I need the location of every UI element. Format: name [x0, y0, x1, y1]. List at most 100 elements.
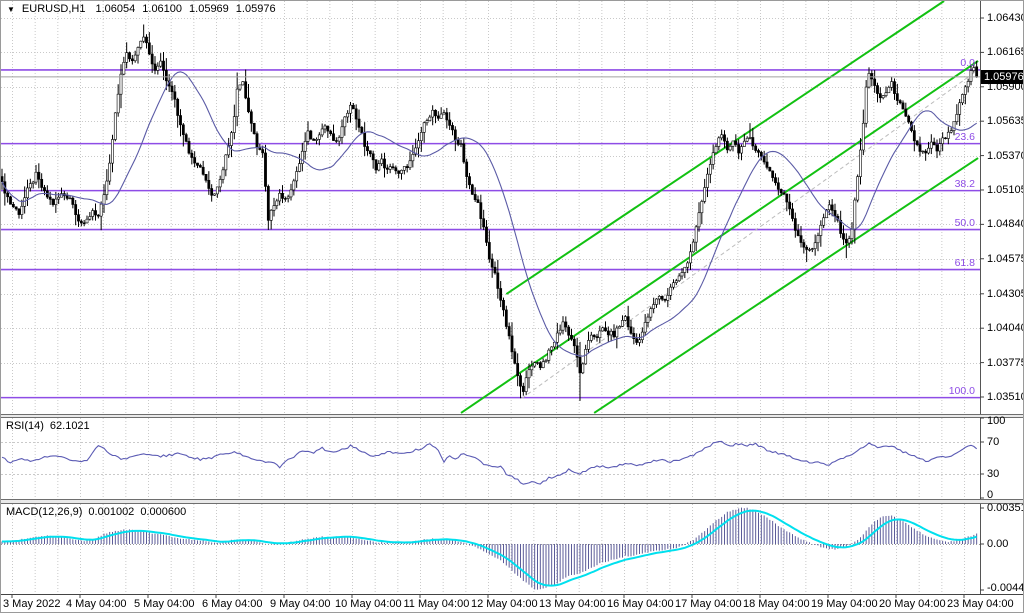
candle-body [136, 47, 140, 56]
main-chart-panel[interactable] [1, 1, 980, 414]
candle-body [881, 95, 885, 99]
candle-body [278, 192, 282, 202]
candle-body [292, 180, 296, 191]
candle-body [774, 177, 777, 184]
candle-body [11, 204, 15, 208]
candle-body [861, 122, 865, 151]
symbol-dropdown-icon[interactable]: ▼ [7, 4, 15, 14]
ohlc-high: 1.06100 [142, 3, 183, 15]
time-axis-label[interactable]: 11 May 04:00 [403, 598, 470, 610]
candle-body [111, 139, 114, 164]
candle-body [912, 130, 916, 142]
candle-body [187, 141, 191, 154]
panel-separator[interactable] [1, 414, 1024, 418]
time-axis-label[interactable]: 5 May 04:00 [134, 598, 195, 610]
candle-body [337, 137, 341, 142]
candle-body [88, 216, 92, 220]
candle-body [680, 272, 684, 277]
price-axis-label[interactable]: 1.03510 [987, 390, 1024, 403]
macd-value-signal: 0.000600 [140, 506, 187, 518]
panel-separator[interactable] [1, 499, 1024, 504]
candle-body [419, 132, 423, 142]
time-axis-label[interactable]: 12 May 04:00 [471, 598, 538, 610]
candle-body [918, 144, 922, 152]
time-axis-label[interactable]: 17 May 04:00 [675, 598, 742, 610]
price-axis-label[interactable]: 1.04575 [987, 252, 1024, 265]
macd-axis-label[interactable]: 0.003513 [987, 502, 1023, 514]
price-axis-label[interactable]: 1.06430 [987, 12, 1024, 24]
price-axis-label[interactable]: 1.04040 [987, 322, 1024, 335]
candle-body [833, 210, 837, 217]
candle-body [703, 187, 707, 202]
candle-body [218, 179, 222, 188]
candle-body [139, 40, 143, 48]
price-axis-label[interactable]: 1.05370 [987, 149, 1024, 162]
macd-axis-label[interactable]: -0.00449 [987, 582, 1024, 594]
candle-body [439, 113, 443, 119]
macd-histogram [1, 507, 978, 590]
candle-body [516, 363, 520, 376]
candle-body [776, 182, 780, 190]
rsi-axis-label[interactable]: 100 [987, 415, 1006, 427]
macd-label: MACD(12,26,9) 0.001002 0.000600 [6, 506, 186, 518]
candle-body [397, 170, 401, 174]
candle-body [796, 230, 800, 236]
candle-body [536, 362, 539, 364]
rsi-panel[interactable] [1, 418, 980, 499]
price-axis-label[interactable]: 1.06165 [987, 46, 1024, 59]
candle-body [893, 81, 896, 94]
candle-body [309, 130, 313, 140]
price-axis-label[interactable]: 1.04305 [987, 287, 1024, 300]
candle-body [133, 54, 137, 62]
candle-body [822, 217, 826, 226]
candle-body [252, 122, 256, 134]
time-axis-label[interactable]: 6 May 04:00 [202, 598, 263, 610]
time-axis-label[interactable]: 13 May 04:00 [539, 598, 606, 610]
candle-body [762, 155, 766, 163]
time-axis-label[interactable]: 20 May 04:00 [879, 598, 946, 610]
candle-body [306, 130, 310, 142]
candle-body [388, 166, 392, 170]
price-axis-label[interactable]: 1.04840 [987, 218, 1024, 231]
price-axis-label[interactable]: 1.05105 [987, 183, 1024, 196]
candle-body [572, 338, 576, 347]
candle-body [581, 363, 585, 374]
candle-body [473, 194, 477, 200]
time-axis-label[interactable]: 23 May 04:00 [947, 598, 1014, 610]
candle-body [669, 286, 673, 296]
candle-body [122, 62, 126, 75]
time-axis-label[interactable]: 16 May 04:00 [607, 598, 674, 610]
time-axis-label[interactable]: 19 May 04:00 [811, 598, 878, 610]
candle-body [269, 209, 273, 221]
candle-body [244, 81, 248, 99]
candle-body [145, 36, 148, 44]
candle-body [102, 194, 106, 205]
candle-body [765, 161, 769, 168]
channel-trendline [505, 1, 945, 295]
rsi-axis-label[interactable]: 0 [987, 489, 994, 501]
candle-body [575, 345, 579, 358]
macd-panel[interactable] [1, 504, 980, 594]
rsi-axis-label[interactable]: 70 [987, 436, 1000, 448]
rsi-axis-label[interactable]: 30 [987, 468, 1000, 480]
time-axis-label[interactable]: 18 May 04:00 [743, 598, 810, 610]
candle-body [408, 160, 412, 168]
candle-body [782, 192, 786, 195]
candle-body [969, 70, 973, 82]
macd-axis-label[interactable]: 0.00 [987, 538, 1009, 550]
price-axis-label[interactable]: 1.05635 [987, 115, 1024, 128]
candle-body [221, 169, 225, 180]
candle-body [700, 201, 704, 214]
candle-body [94, 210, 97, 216]
candle-body [802, 242, 806, 248]
candle-body [720, 134, 724, 139]
time-axis-label[interactable]: 9 May 04:00 [270, 598, 331, 610]
time-axis-label[interactable]: 4 May 04:00 [66, 598, 127, 610]
price-axis-label[interactable]: 1.03775 [987, 356, 1024, 369]
time-axis-label[interactable]: 10 May 04:00 [335, 598, 402, 610]
candle-body [96, 214, 100, 217]
time-axis-label[interactable]: 3 May 2022 [3, 598, 61, 610]
candle-body [184, 134, 188, 142]
candle-body [864, 86, 868, 124]
